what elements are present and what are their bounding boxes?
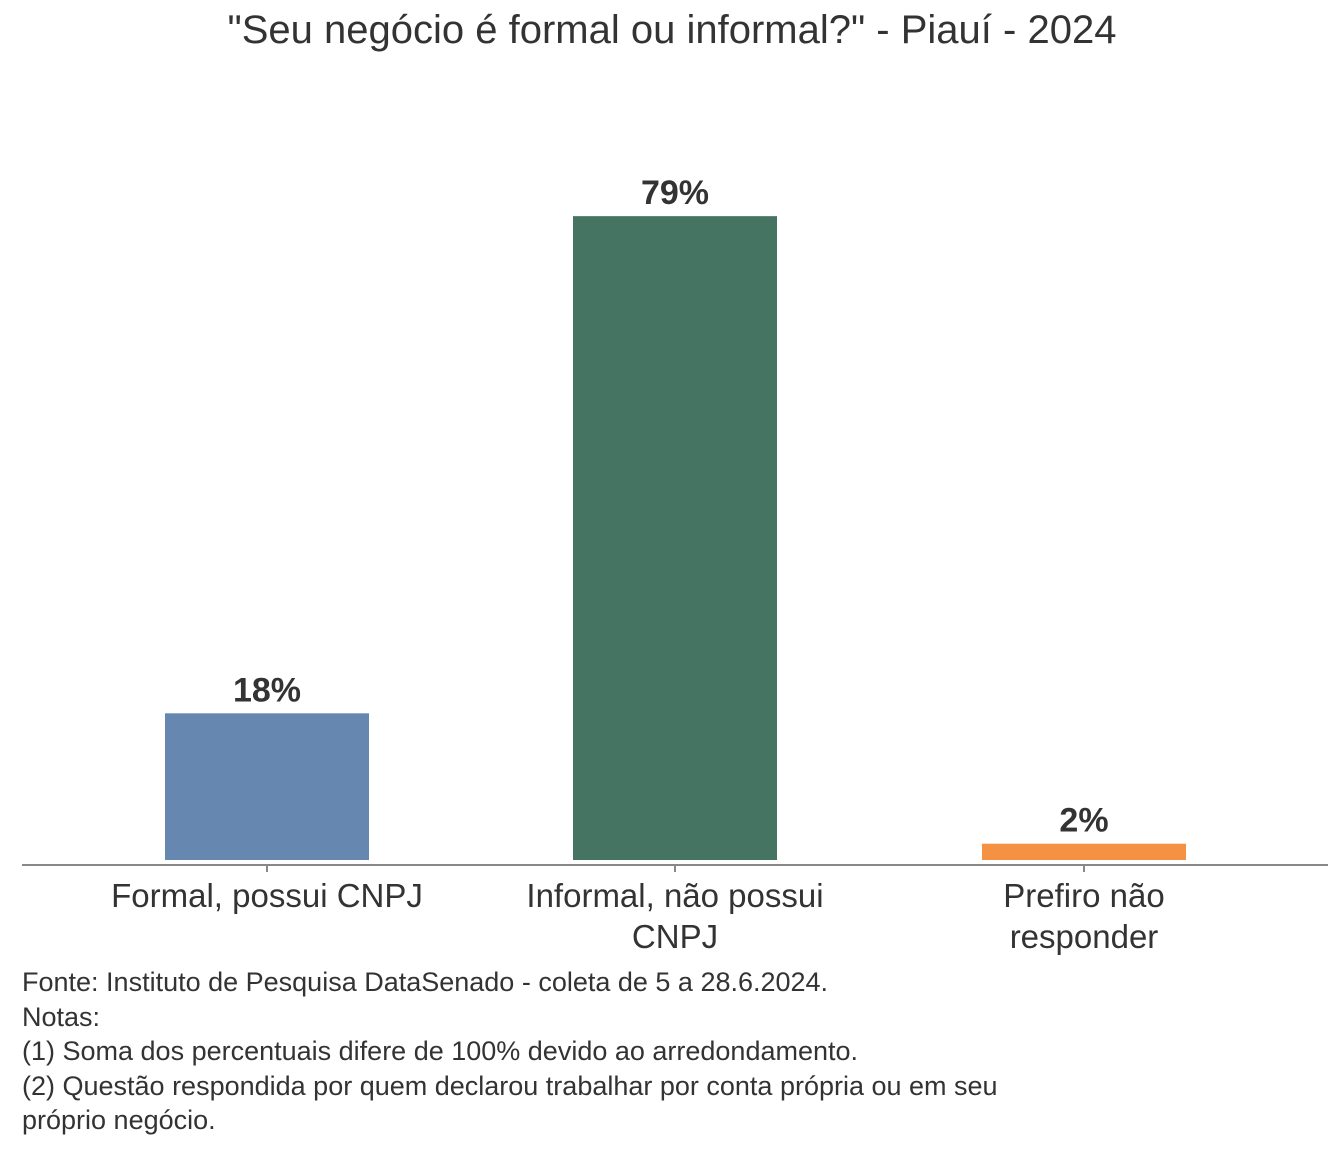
- category-label-1-line-1: Formal, possui CNPJ: [111, 877, 423, 914]
- category-label-3: Prefiro não responder: [1003, 877, 1164, 955]
- note-1: (1) Soma dos percentuais difere de 100% …: [22, 1036, 859, 1066]
- notes-heading: Notas:: [22, 1001, 101, 1032]
- bar-2: [573, 216, 777, 860]
- data-label-2: 79%: [641, 174, 709, 212]
- data-label-3: 2%: [1059, 802, 1108, 840]
- footnotes: Fonte: Instituto de Pesquisa DataSenado …: [22, 965, 1322, 1138]
- x-ticks-layer: [266, 865, 1085, 872]
- category-label-1: Formal, possui CNPJ: [111, 877, 423, 914]
- chart-title: "Seu negócio é formal ou informal?" - Pi…: [227, 8, 1117, 52]
- bar-chart: 18% Formal, possui CNPJ 79% Informal, não p…: [22, 174, 1328, 955]
- note-2-line-2: próprio negócio.: [22, 1105, 216, 1135]
- category-label-3-line-2: responder: [1010, 918, 1159, 955]
- category-label-2: Informal, não possui CNPJ: [526, 877, 823, 955]
- bar-1: [165, 713, 369, 860]
- labels-layer: 18% Formal, possui CNPJ 79% Informal, não p…: [111, 174, 1165, 955]
- note-2-line-1: (2) Questão respondida por quem declarou…: [22, 1070, 998, 1101]
- bars-layer: [165, 216, 1186, 860]
- category-label-2-line-2: CNPJ: [632, 918, 718, 955]
- category-label-3-line-1: Prefiro não: [1003, 877, 1164, 914]
- source-note: Fonte: Instituto de Pesquisa DataSenado …: [22, 967, 829, 997]
- bar-3: [982, 843, 1186, 860]
- category-label-2-line-1: Informal, não possui: [526, 877, 823, 914]
- data-label-1: 18%: [233, 671, 301, 709]
